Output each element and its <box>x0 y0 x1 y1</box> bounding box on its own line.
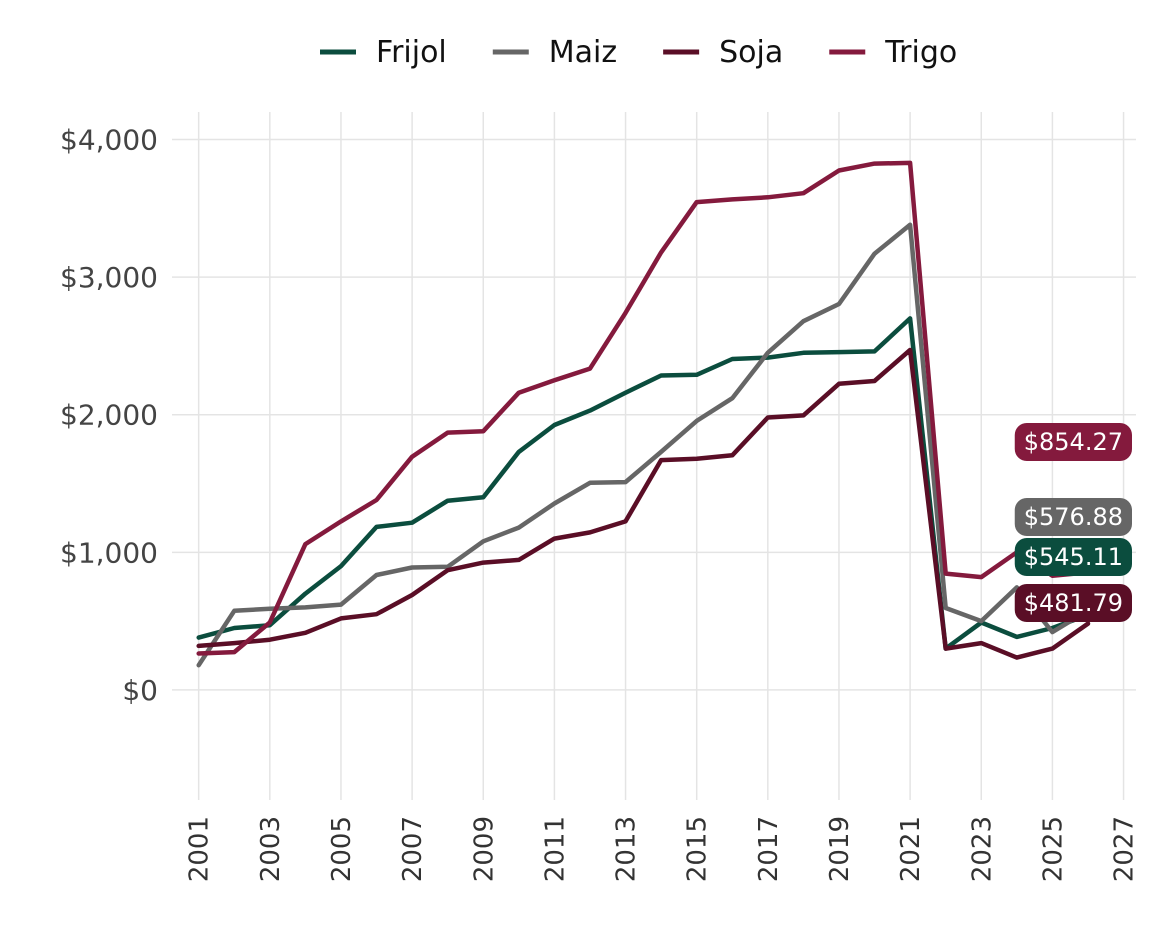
series-lines <box>196 160 1091 668</box>
x-tick-label: 2005 <box>327 816 357 882</box>
legend-label-soja: Soja <box>719 35 783 70</box>
y-tick-label: $2,000 <box>60 399 158 432</box>
legend-label-frijol: Frijol <box>376 35 447 70</box>
y-tick-label: $4,000 <box>60 124 158 157</box>
end-label-box-trigo <box>1014 423 1132 461</box>
x-tick-label: 2013 <box>612 816 642 882</box>
x-tick-label: 2023 <box>967 816 997 882</box>
x-tick-label: 2001 <box>185 816 215 882</box>
end-label-frijol: $545.11 <box>1024 543 1123 571</box>
series-line-frijol <box>196 316 1091 651</box>
end-label-box-soja <box>1014 584 1132 622</box>
x-tick-label: 2019 <box>825 816 855 882</box>
x-tick-label: 2007 <box>398 816 428 882</box>
end-label-box-maiz <box>1014 498 1132 536</box>
end-label-box-frijol <box>1014 538 1132 576</box>
y-tick-label: $0 <box>122 674 158 707</box>
y-tick-label: $1,000 <box>60 536 158 569</box>
end-label-trigo: $854.27 <box>1024 428 1123 456</box>
y-tick-label: $3,000 <box>60 261 158 294</box>
x-tick-label: 2003 <box>256 816 286 882</box>
y-axis: $0 $1,000 $2,000 $3,000 $4,000 <box>60 124 158 707</box>
x-axis: 2001 2003 2005 2007 2009 2011 2013 2015 2017 2019… <box>185 816 1140 882</box>
series-line-maiz <box>196 222 1091 668</box>
x-tick-label: 2021 <box>896 816 926 882</box>
x-tick-label: 2017 <box>754 816 784 882</box>
series-line-soja <box>196 347 1091 660</box>
legend: Frijol Maiz Soja Trigo <box>320 35 957 70</box>
end-label-soja: $481.79 <box>1024 589 1123 617</box>
series-line-trigo <box>196 160 1091 656</box>
x-tick-label: 2015 <box>683 816 713 882</box>
legend-label-trigo: Trigo <box>884 35 957 70</box>
x-tick-label: 2025 <box>1038 816 1068 882</box>
x-tick-label: 2011 <box>540 816 570 882</box>
x-tick-label: 2009 <box>469 816 499 882</box>
end-label-maiz: $576.88 <box>1024 503 1123 531</box>
legend-label-maiz: Maiz <box>549 35 617 70</box>
end-labels: $854.27 $576.88 $545.11 $481.79 <box>1014 423 1132 622</box>
x-tick-label: 2027 <box>1110 816 1140 882</box>
